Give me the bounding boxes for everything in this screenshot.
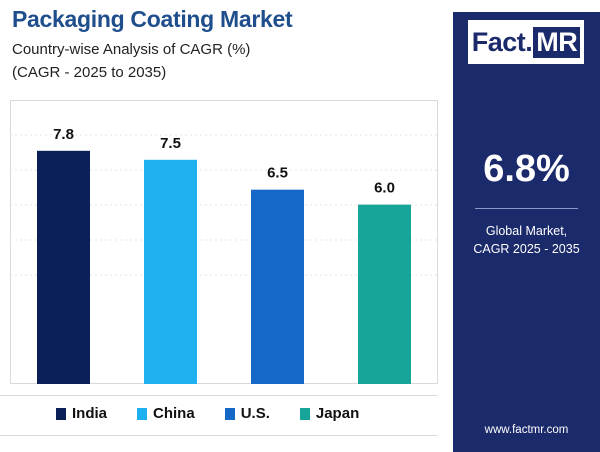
panel-divider xyxy=(475,208,578,209)
global-cagr-description: Global Market, CAGR 2025 - 2035 xyxy=(453,222,600,258)
legend-item-japan: Japan xyxy=(299,405,360,422)
legend-bottom-divider xyxy=(0,435,438,436)
bar-china xyxy=(144,159,197,384)
chart-subtitle: Country-wise Analysis of CAGR (%) (CAGR … xyxy=(12,38,250,84)
website-url: www.factmr.com xyxy=(484,424,569,436)
data-label-us: 6.5 xyxy=(267,165,288,182)
summary-panel: Fact. MR 6.8% Global Market, CAGR 2025 - … xyxy=(453,12,600,452)
bar-chart: 7.8 7.5 6.5 6.0 xyxy=(10,126,438,384)
bar-india xyxy=(37,150,90,384)
logo-fact-text: Fact xyxy=(471,26,526,57)
logo-dot: . xyxy=(525,26,533,57)
data-label-china: 7.5 xyxy=(160,135,181,152)
legend-swatch-china xyxy=(137,407,148,420)
legend-swatch-india xyxy=(56,407,66,420)
legend: India China U.S. Japan xyxy=(56,405,359,422)
bar-us xyxy=(251,189,304,384)
logo-mr-text: MR xyxy=(533,26,581,58)
legend-item-us: U.S. xyxy=(224,405,270,422)
data-label-japan: 6.0 xyxy=(374,180,395,197)
desc-line-1: Global Market, xyxy=(485,224,568,238)
legend-label-japan: Japan xyxy=(315,405,360,422)
legend-label-us: U.S. xyxy=(240,405,270,422)
data-label-india: 7.8 xyxy=(53,126,74,143)
legend-label-china: China xyxy=(153,405,195,422)
legend-item-india: India xyxy=(56,405,107,422)
desc-line-2: CAGR 2025 - 2035 xyxy=(473,242,580,256)
global-cagr-value: 6.8% xyxy=(483,148,570,190)
legend-swatch-us xyxy=(224,407,235,420)
subtitle-line-2: (CAGR - 2025 to 2035) xyxy=(12,64,167,81)
legend-top-divider xyxy=(0,395,438,396)
legend-item-china: China xyxy=(137,405,195,422)
chart-title: Packaging Coating Market xyxy=(12,6,293,32)
legend-label-india: India xyxy=(72,405,108,422)
subtitle-line-1: Country-wise Analysis of CAGR (%) xyxy=(12,41,251,58)
factmr-logo: Fact. MR xyxy=(468,20,584,64)
bar-japan xyxy=(358,204,411,384)
legend-swatch-japan xyxy=(299,407,310,420)
